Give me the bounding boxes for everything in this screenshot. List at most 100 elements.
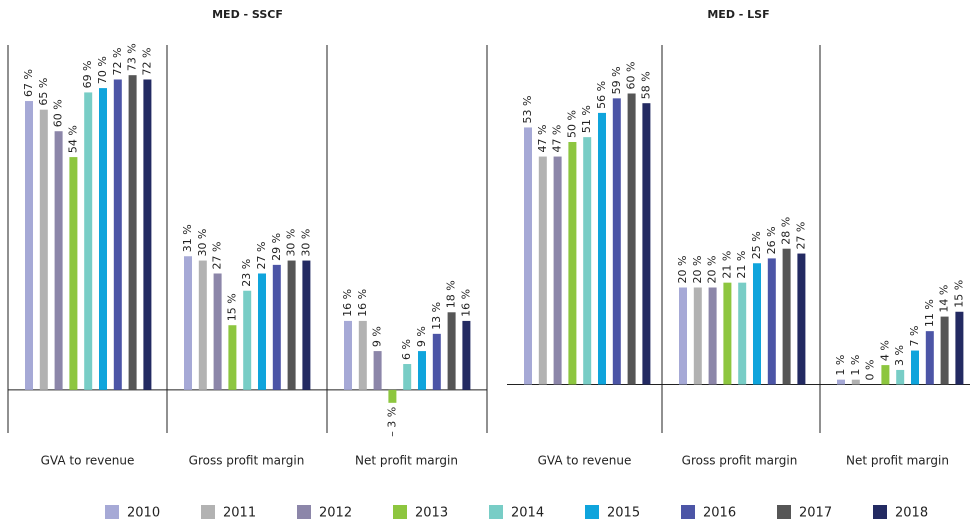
bar [955, 311, 964, 385]
bar [358, 320, 367, 390]
x-tick-label: GVA to revenue [41, 454, 135, 468]
legend-label: 2013 [415, 506, 448, 521]
x-tick-label: Gross profit margin [682, 454, 798, 468]
x-tick-label: Net profit margin [355, 454, 458, 468]
legend-label: 2015 [607, 506, 640, 521]
value-label: 13 % [430, 302, 443, 330]
bar [272, 264, 281, 390]
value-label: 6 % [400, 339, 413, 360]
value-label: 1 % [849, 355, 862, 376]
bar [837, 379, 845, 385]
value-label: 0 % [864, 360, 877, 381]
bar [69, 157, 78, 390]
bar [462, 320, 471, 390]
legend-swatch [297, 505, 311, 519]
bar [432, 333, 441, 390]
value-label: 72 % [111, 48, 124, 76]
bar [213, 273, 222, 390]
bar [911, 350, 919, 385]
bar [896, 369, 905, 385]
value-label: 21 % [735, 251, 748, 279]
value-label: 27 % [211, 242, 224, 270]
x-tick-label: Net profit margin [846, 454, 949, 468]
value-label: 20 % [706, 256, 719, 284]
legend-swatch [105, 505, 119, 519]
bar [538, 156, 547, 385]
value-label: 30 % [285, 229, 298, 257]
bar [39, 109, 48, 390]
legend-label: 2011 [223, 506, 256, 521]
value-label: 56 % [595, 81, 608, 109]
bar [25, 101, 33, 390]
value-label: 73 % [126, 43, 139, 71]
value-label: 67 % [22, 69, 35, 97]
x-tick-label: Gross profit margin [189, 454, 305, 468]
bar [583, 137, 592, 385]
value-label: 4 % [878, 340, 891, 361]
legend-label: 2012 [319, 506, 352, 521]
value-label: 25 % [750, 231, 763, 259]
bar [723, 282, 732, 385]
bar [344, 320, 352, 390]
bar [373, 351, 382, 390]
panel-title: MED - SSCF [212, 8, 283, 21]
value-label: 7 % [908, 326, 921, 347]
bar [851, 379, 860, 385]
value-label: 54 % [66, 125, 79, 153]
bar [228, 325, 237, 390]
bar [767, 258, 776, 385]
bar [553, 156, 562, 385]
value-label: 50 % [565, 110, 578, 138]
legend-label: 2014 [511, 506, 544, 521]
value-label: 28 % [780, 217, 793, 245]
bar [143, 79, 152, 390]
legend-swatch [489, 505, 503, 519]
value-label: 20 % [691, 256, 704, 284]
bar [627, 93, 636, 385]
legend-swatch [873, 505, 887, 519]
bar [447, 312, 456, 390]
value-label: 23 % [240, 259, 253, 287]
legend-label: 2010 [127, 506, 160, 521]
value-label: 16 % [341, 289, 354, 317]
bar [128, 75, 137, 390]
value-label: 27 % [255, 242, 268, 270]
value-label: 1 % [834, 355, 847, 376]
bar [753, 263, 761, 385]
bar [524, 127, 532, 385]
bar [113, 79, 122, 390]
bar [708, 287, 717, 385]
legend-swatch [585, 505, 599, 519]
value-label: 9 % [415, 326, 428, 347]
value-label: 18 % [445, 280, 458, 308]
value-label: 72 % [140, 48, 153, 76]
legend-label: 2018 [895, 506, 928, 521]
value-label: 69 % [81, 60, 94, 88]
value-label: 14 % [938, 285, 951, 313]
bar [287, 260, 296, 390]
bar [925, 331, 934, 385]
bar [612, 98, 621, 385]
value-label: 21 % [720, 251, 733, 279]
value-label: 60 % [625, 62, 638, 90]
value-label: 26 % [765, 226, 778, 254]
legend-swatch [681, 505, 695, 519]
legend-label: 2017 [799, 506, 832, 521]
value-label: 16 % [459, 289, 472, 317]
value-label: 53 % [521, 95, 534, 123]
value-label: 70 % [96, 56, 109, 84]
value-label: 3 % [893, 345, 906, 366]
value-label: 65 % [37, 78, 50, 106]
value-label: 15 % [225, 293, 238, 321]
value-label: 30 % [196, 229, 209, 257]
bar [403, 364, 412, 390]
panel-title: MED - LSF [707, 8, 769, 21]
value-label: 15 % [952, 280, 965, 308]
bar [738, 282, 747, 385]
bar [243, 290, 252, 390]
value-label: 47 % [536, 125, 549, 153]
value-label: 30 % [299, 229, 312, 257]
bar [99, 88, 107, 390]
value-label: 29 % [270, 233, 283, 261]
